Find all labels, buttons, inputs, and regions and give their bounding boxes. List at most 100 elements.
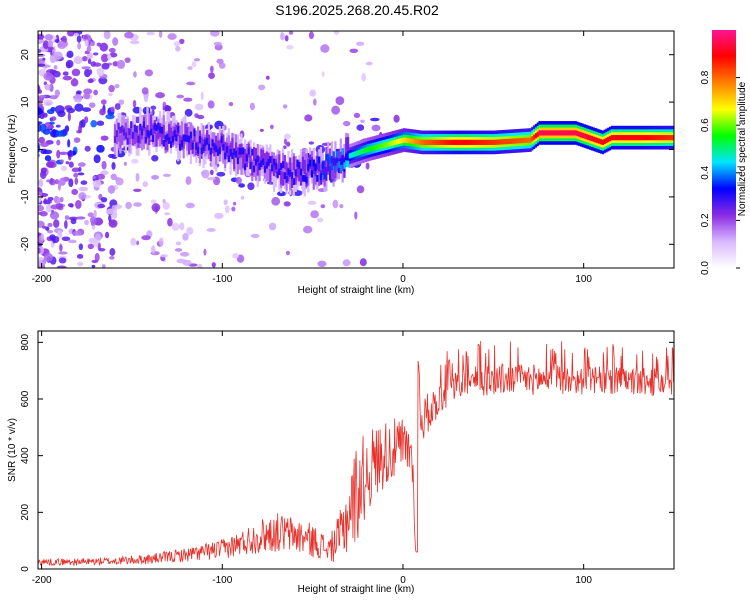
spectrogram-blob [135, 172, 140, 182]
spectrogram-blob [184, 108, 193, 117]
spectrogram-ridge-cell [672, 135, 674, 141]
spectrogram-ridge-cell [303, 175, 306, 182]
spectrogram-blob [365, 61, 373, 66]
spectrogram-ridge-cell [200, 147, 203, 155]
snr-background [38, 331, 674, 569]
spectrogram-ridge-cell [661, 135, 664, 141]
spectrogram-ridge-cell [182, 116, 185, 148]
spectrogram-ridge-cell [395, 139, 398, 145]
spectrogram-ridge-cell [334, 165, 337, 173]
spectrogram-ridge-cell [258, 163, 261, 170]
spectrogram-ridge-cell [426, 139, 429, 145]
spectrogram-blob [114, 103, 121, 110]
spectrogram-ridge-cell [193, 129, 196, 137]
spectrogram-blob [67, 203, 74, 208]
spectrogram-ridge-cell [281, 171, 285, 186]
spectrogram-ridge-cell [224, 141, 227, 156]
spectrogram-blob [271, 196, 281, 206]
spectrogram-ridge-cell [281, 161, 285, 168]
colorbar-bar [712, 30, 736, 268]
spectrogram-ridge-cell [487, 139, 491, 145]
spectrogram-ridge-cell [507, 138, 510, 145]
spectrogram-ridge-cell [177, 125, 180, 133]
spectrogram-ridge-cell [122, 128, 126, 136]
spectrogram-blob [38, 94, 47, 98]
spectrogram-blob [173, 41, 181, 47]
spectrogram-ridge-cell [422, 139, 426, 145]
spectrogram-ridge-cell [240, 147, 243, 155]
spectrogram-ridge-cell [292, 156, 295, 171]
spectrogram-ridge-cell [245, 154, 248, 162]
spectrogram-ridge-cell [585, 134, 588, 140]
spectrogram-blob [53, 65, 58, 70]
spectrogram-blob [110, 220, 116, 226]
spectrogram-blob [133, 202, 142, 207]
spectrogram-blob [76, 90, 82, 95]
spectrogram-ridge-cell [336, 150, 339, 158]
spectrogram-ridge-cell [316, 175, 319, 182]
spectrogram-ridge-cell [124, 132, 127, 140]
spectrogram-ridge-cell [260, 160, 263, 168]
spectrogram-ridge-cell [496, 139, 500, 145]
spectrogram-ridge [113, 107, 674, 197]
spectrogram-ridge-cell [189, 136, 192, 151]
spectrogram-ridge-cell [169, 141, 173, 148]
spectrogram-blob [40, 167, 47, 173]
spectrogram-blob [187, 66, 193, 70]
spectrogram-ridge-cell [475, 139, 478, 145]
spectrogram-ridge-cell [339, 164, 342, 172]
spectrogram-blob [53, 196, 62, 204]
spectrogram-ridge-cell [480, 139, 483, 145]
spectrogram-ridge-cell [623, 135, 626, 141]
spectrogram-blob [167, 33, 177, 40]
spectrogram-blob [142, 181, 149, 188]
spectrogram-blob [151, 155, 159, 162]
spectrogram-blob [109, 248, 116, 256]
spectrogram-ridge-cell [565, 130, 568, 136]
snr-ytick-label: 400 [20, 447, 31, 464]
spectrogram-ridge-cell [240, 153, 243, 175]
spectrogram-ridge-cell [307, 164, 310, 186]
spectrogram-ridge-cell [144, 127, 147, 141]
spectrogram-blob [208, 72, 215, 79]
spectrogram-blob [75, 199, 82, 209]
spectrogram-blob [44, 155, 52, 162]
spectrogram-ridge-cell [630, 135, 633, 141]
spectrogram-blob [94, 252, 100, 262]
spectrogram-ridge-cell [413, 138, 417, 145]
spectrogram-blob [144, 69, 154, 77]
spectrogram-ridge-cell [234, 142, 238, 157]
spectrogram-ridge-cell [249, 162, 252, 169]
spectrogram-blob [87, 212, 94, 218]
spectrogram-ridge-cell [587, 134, 590, 140]
spectrogram-ridge-cell [289, 168, 292, 191]
spectrogram-ridge-cell [140, 128, 144, 151]
spectrogram-ridge-cell [294, 156, 297, 178]
spectrogram-ridge-cell [222, 143, 225, 151]
spectrogram-ridge-cell [601, 139, 604, 145]
spectrogram-ytick-label: -20 [20, 237, 31, 252]
spectrogram-ridge-cell [415, 139, 418, 145]
spectrogram-ridge-cell [247, 147, 250, 155]
spectrogram-blob [44, 34, 54, 41]
spectrogram-ridge-cell [262, 158, 265, 166]
spectrogram-ridge-cell [276, 171, 279, 179]
spectrogram-ridge-cell [464, 139, 467, 145]
spectrogram-ridge-cell [155, 124, 158, 132]
spectrogram-blob [39, 123, 47, 133]
spectrogram-ridge-cell [184, 134, 187, 142]
spectrogram-blob [98, 77, 108, 85]
spectrogram-blob [228, 102, 234, 107]
spectrogram-ridge-cell [305, 153, 308, 175]
spectrogram-blob [354, 211, 358, 220]
spectrogram-ridge-cell [381, 143, 384, 149]
spectrogram-blob [76, 35, 82, 43]
spectrogram-blob [223, 199, 228, 206]
spectrogram-ridge-cell [182, 134, 185, 149]
spectrogram-ridge-cell [220, 136, 223, 143]
spectrogram-ridge-cell [538, 130, 541, 136]
spectrogram-blob [175, 46, 181, 52]
spectrogram-ridge-cell [218, 147, 221, 154]
spectrogram-ridge-cell [200, 137, 203, 152]
snr-xtick-label: 100 [575, 575, 592, 586]
